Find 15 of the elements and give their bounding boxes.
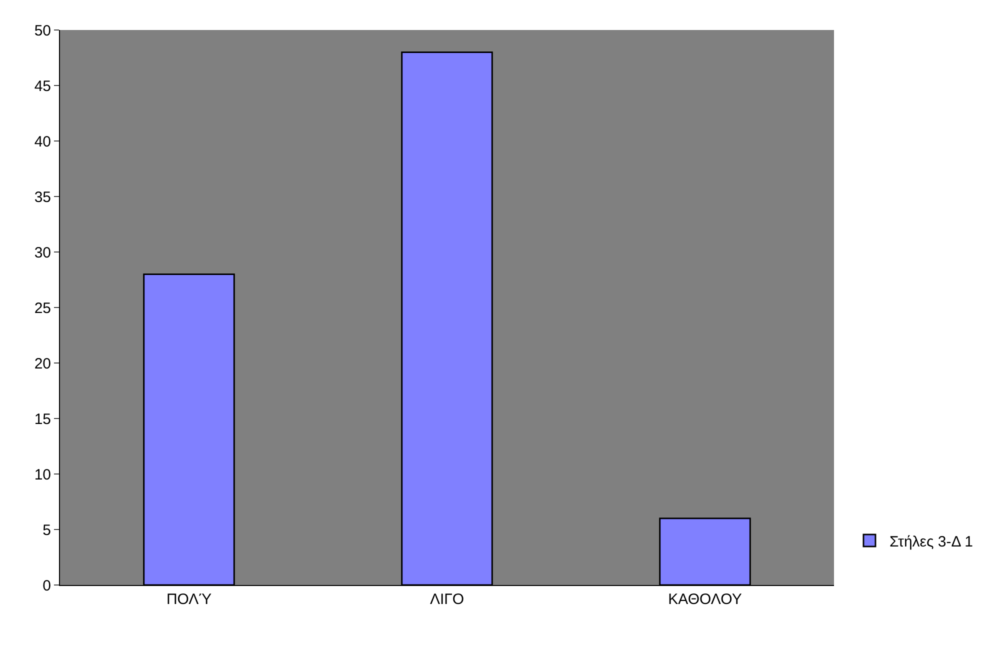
- x-tick-label: ΚΑΘΟΛΟΥ: [668, 591, 742, 608]
- y-tick-label: 10: [34, 466, 51, 484]
- y-tick-label: 15: [34, 410, 51, 428]
- legend-label: Στήλες 3-Δ 1: [889, 533, 973, 550]
- x-tick-label: ΛΙΓΟ: [430, 591, 464, 608]
- y-tick-label: 35: [34, 188, 51, 206]
- y-tick-label: 25: [34, 300, 51, 317]
- y-tick-label: 0: [42, 577, 51, 594]
- y-tick-label: 20: [34, 355, 51, 372]
- y-tick-label: 5: [42, 522, 51, 539]
- x-tick-label: ΠΟΛΎ: [166, 591, 212, 608]
- y-tick-label: 50: [34, 22, 51, 40]
- y-tick-label: 45: [34, 78, 51, 95]
- y-tick-label: 40: [34, 133, 51, 150]
- y-tick-label: 30: [34, 244, 51, 262]
